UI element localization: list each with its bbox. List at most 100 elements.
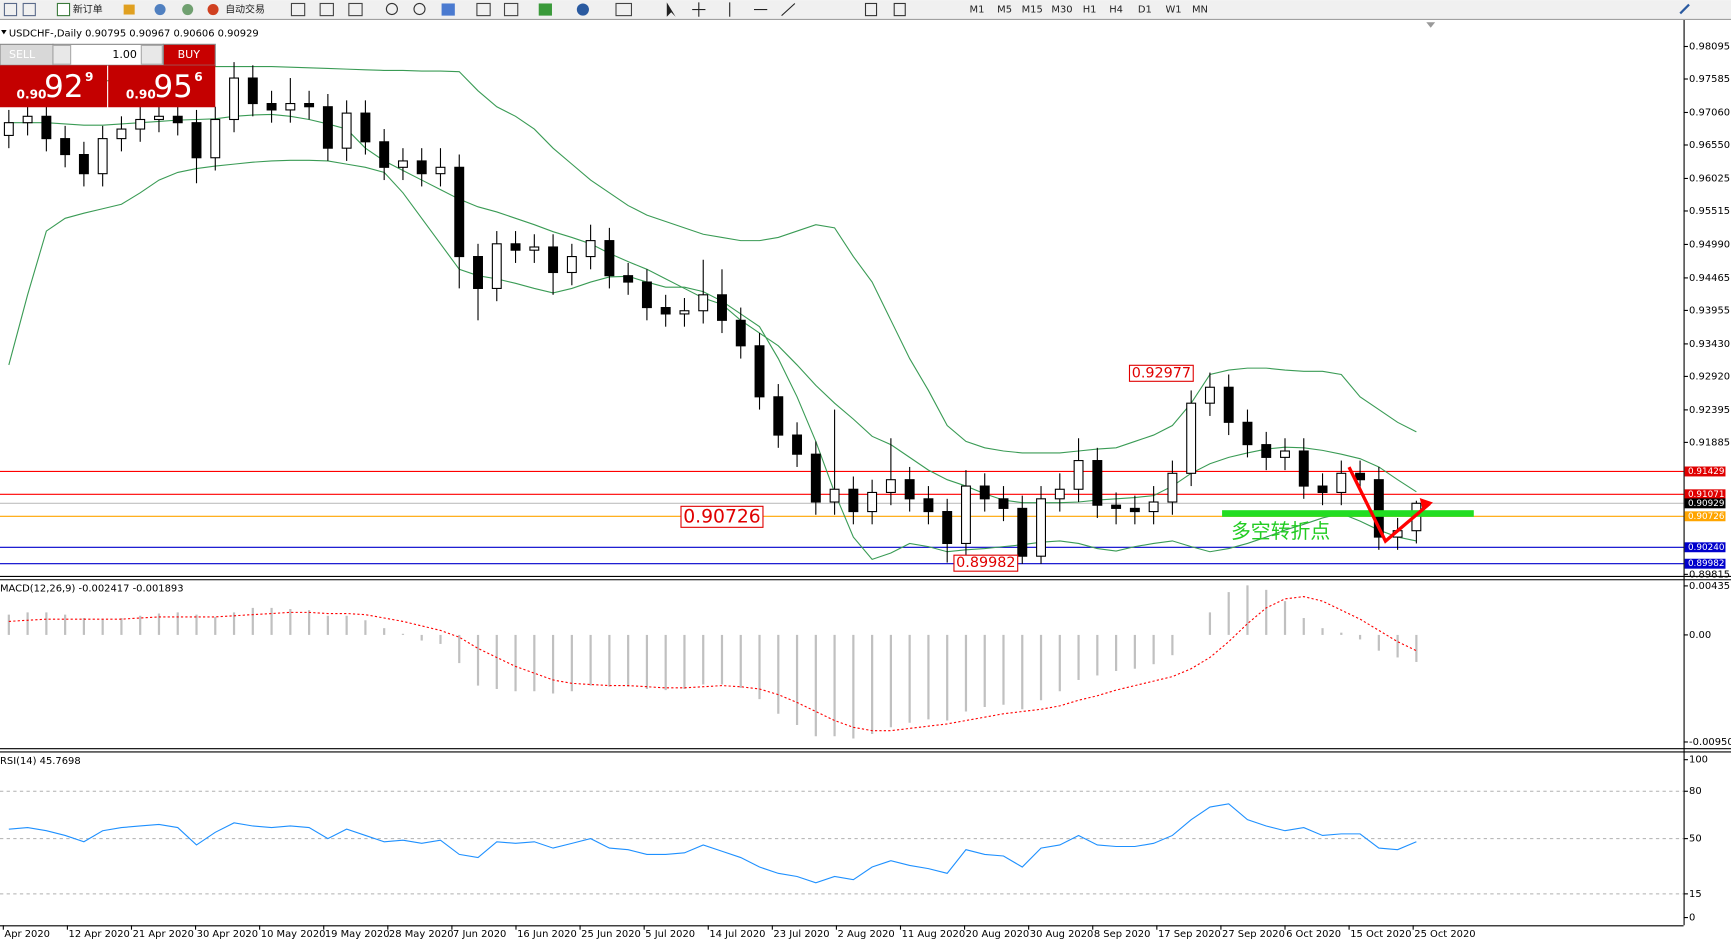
cursor-icon[interactable]: [666, 2, 676, 17]
candle-body: [1111, 504, 1122, 509]
candle-body: [923, 498, 934, 513]
candle-body: [1167, 472, 1178, 503]
toolbar-icons: [3, 2, 1690, 17]
lots-value[interactable]: 1.00: [112, 48, 137, 61]
y-tick-label: 0.96550: [1689, 140, 1730, 151]
annotation-box: [680, 505, 764, 528]
candle-body: [698, 294, 709, 312]
timeframe-button[interactable]: H1: [1083, 5, 1097, 16]
candle-body: [604, 240, 615, 277]
ask-prefix: 0.90: [126, 88, 156, 102]
candle-body: [942, 511, 953, 544]
icon[interactable]: [476, 2, 491, 17]
candle-body: [717, 294, 727, 321]
icon[interactable]: [781, 3, 796, 17]
y-tick-label: 100: [1689, 755, 1708, 766]
candle-body: [810, 453, 821, 503]
price-level-tag: [1684, 558, 1726, 569]
timeframe-button[interactable]: M1: [970, 5, 985, 16]
buy-button[interactable]: BUY: [178, 48, 201, 61]
icon[interactable]: [576, 3, 589, 16]
x-tick-label: Apr 2020: [4, 929, 50, 940]
icon[interactable]: [182, 4, 194, 16]
zoom-out-icon[interactable]: [413, 2, 426, 16]
x-tick-label: 6 Oct 2020: [1286, 929, 1341, 940]
y-tick-label: 0.004351: [1689, 581, 1731, 592]
x-tick-label: 20 Aug 2020: [966, 929, 1030, 940]
chart-title: USDCHF-,Daily 0.90795 0.90967 0.90606 0.…: [9, 28, 259, 39]
y-tick-label: 50: [1689, 834, 1702, 845]
lots-down[interactable]: [52, 44, 72, 65]
candle-body: [285, 102, 296, 111]
candle-body: [60, 138, 71, 156]
ask-box[interactable]: [108, 65, 216, 108]
y-tick-label: 0.94990: [1689, 239, 1730, 250]
candle-body: [3, 122, 14, 136]
candle-body: [1036, 498, 1046, 557]
x-tick-label: 28 May 2020: [389, 929, 454, 940]
icon[interactable]: [893, 2, 906, 17]
plot-layer: 0.98095 0.97585 0.97060 0.96550 0.96025 0.955…: [0, 28, 1731, 940]
candle-body: [623, 275, 634, 283]
new-order-icon[interactable]: [56, 2, 71, 17]
icon[interactable]: [864, 2, 878, 17]
candle-body: [979, 485, 990, 500]
candle-body: [1298, 450, 1309, 487]
timeframe-button[interactable]: W1: [1165, 5, 1181, 16]
candle-body: [1261, 444, 1272, 458]
bid-box[interactable]: [0, 65, 108, 108]
icon[interactable]: [1679, 3, 1690, 15]
sell-button[interactable]: SELL: [9, 48, 36, 61]
y-tick-label: 0: [1689, 913, 1695, 924]
zoom-in-icon[interactable]: [385, 2, 398, 16]
auto-trading-icon[interactable]: [207, 4, 219, 16]
icon[interactable]: [348, 2, 363, 17]
ask-small: 6: [194, 70, 202, 84]
candle-body: [154, 115, 164, 121]
x-tick-label: 23 Jul 2020: [773, 929, 829, 940]
candle-body: [829, 488, 840, 503]
x-tick-label: 16 Jun 2020: [517, 929, 577, 940]
icon[interactable]: [441, 3, 455, 16]
candle-body: [885, 479, 896, 493]
icon[interactable]: [22, 2, 36, 17]
x-tick-label: 30 Aug 2020: [1030, 929, 1094, 940]
candle-body: [78, 154, 89, 175]
timeframe-button[interactable]: M15: [1022, 5, 1043, 16]
icon[interactable]: [154, 4, 166, 16]
timeframe-button[interactable]: MN: [1192, 5, 1208, 16]
candle-body: [341, 112, 352, 149]
lots-up[interactable]: [140, 44, 163, 65]
icon[interactable]: [503, 2, 519, 17]
candle-body: [904, 479, 915, 500]
timeframe-button[interactable]: D1: [1138, 5, 1152, 16]
icon[interactable]: [319, 2, 334, 17]
y-tick-label: 0.98095: [1689, 41, 1730, 52]
candle-body: [1017, 507, 1028, 557]
candle-body: [773, 396, 784, 436]
candle-body: [735, 319, 746, 347]
candle-body: [97, 138, 108, 175]
x-tick-label: 15 Oct 2020: [1350, 929, 1411, 940]
timeframe-button[interactable]: M5: [997, 5, 1012, 16]
timeframe-button[interactable]: H4: [1109, 5, 1123, 16]
candle-body: [172, 115, 183, 124]
candle-body: [510, 243, 521, 251]
icon[interactable]: [615, 2, 633, 17]
y-tick-label: 0.96025: [1689, 173, 1730, 184]
price-level-label: 0.89982: [1688, 559, 1725, 569]
y-tick-label: 0.91885: [1689, 437, 1730, 448]
icon[interactable]: [538, 3, 552, 16]
x-tick-label: 21 Apr 2020: [133, 929, 194, 940]
timeframe-button[interactable]: M30: [1051, 5, 1072, 16]
candle-body: [566, 256, 577, 274]
icon[interactable]: [290, 2, 306, 17]
candle-body: [191, 122, 202, 159]
icon[interactable]: [3, 2, 18, 17]
y-tick-label: 0.92920: [1689, 371, 1730, 382]
new-order-button[interactable]: 新订单: [73, 3, 103, 16]
auto-trading-button[interactable]: 自动交易: [225, 3, 265, 16]
icon[interactable]: [123, 4, 135, 15]
price-level-label: 0.91071: [1688, 490, 1725, 500]
